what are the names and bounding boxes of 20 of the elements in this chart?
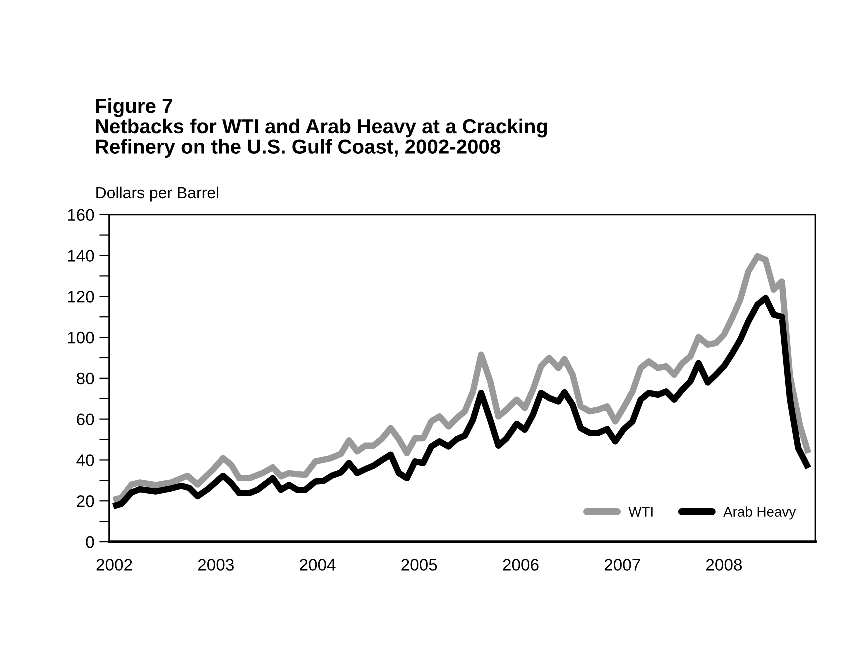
x-tick-label: 2004 xyxy=(300,559,336,571)
y-tick-label: 120 xyxy=(68,291,94,303)
y-tick-label: 20 xyxy=(77,496,94,508)
y-tick-label: 140 xyxy=(68,250,94,262)
x-tick-label: 2002 xyxy=(96,559,132,571)
y-tick-label: 60 xyxy=(77,414,94,426)
x-tick-label: 2005 xyxy=(402,559,438,571)
x-tick-label: 2003 xyxy=(198,559,234,571)
y-tick-label: 80 xyxy=(77,372,94,385)
x-tick-label: 2007 xyxy=(604,559,640,571)
legend-label: Arab Heavy xyxy=(724,506,796,520)
y-tick-label: 40 xyxy=(76,454,94,466)
legend-label: WTI xyxy=(628,507,653,517)
x-tick-label: 2008 xyxy=(706,559,742,571)
y-tick-label: 160 xyxy=(68,209,94,222)
y-tick-label: 0 xyxy=(86,536,94,548)
x-tick-label: 2006 xyxy=(503,559,539,571)
y-tick-label: 100 xyxy=(68,332,94,344)
chart-title: Figure 7 Netbacks for WTI and Arab Heavy at a Cracking Refinery on the U.S. Gulf Coast, 2002-2008 xyxy=(96,98,548,158)
y-axis-title: Dollars per Barrel xyxy=(96,186,219,202)
